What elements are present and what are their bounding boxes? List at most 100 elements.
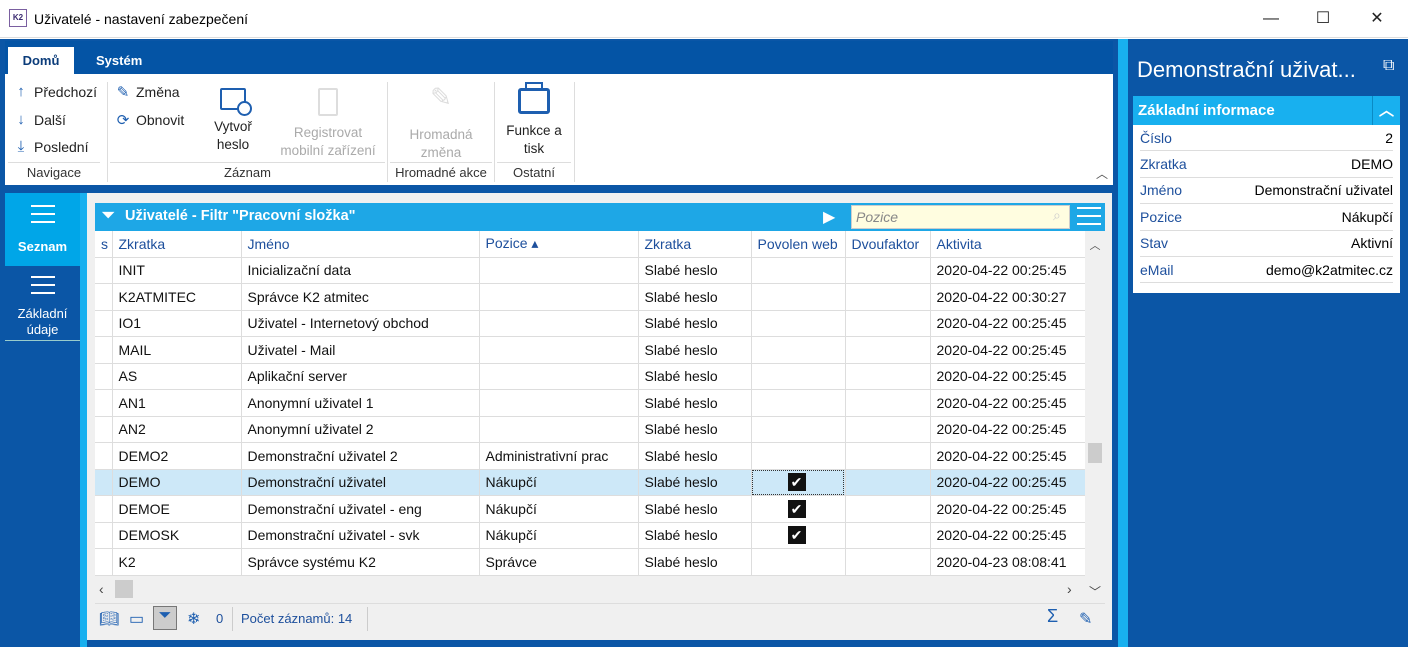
cell-web[interactable]: ✔ xyxy=(751,495,846,523)
field-value: Aktivní xyxy=(1350,235,1393,252)
edit-icon[interactable]: ✎ xyxy=(1079,611,1093,628)
column-header[interactable]: Aktivita xyxy=(930,231,1086,258)
section-title: Základní informace xyxy=(1138,102,1275,119)
tab-system[interactable]: Systém xyxy=(96,53,143,68)
checkbox-checked-icon[interactable]: ✔ xyxy=(787,473,806,492)
checkbox-checked-icon[interactable]: ✔ xyxy=(787,526,806,545)
grid-menu-icon[interactable] xyxy=(1077,207,1101,225)
table-row[interactable]: IO1 Uživatel - Internetový obchod Slabé he… xyxy=(95,310,1086,337)
field-value: DEMO xyxy=(1351,156,1393,173)
next-button[interactable]: ↓ Další xyxy=(14,111,66,128)
functions-print-button[interactable]: Funkce a tisk xyxy=(497,82,571,158)
cell-pw: Slabé heslo xyxy=(638,336,752,364)
cell-web[interactable] xyxy=(751,548,846,576)
ribbon xyxy=(5,74,1113,185)
cell-activity: 2020-04-22 00:25:45 xyxy=(930,495,1086,523)
tab-domu[interactable]: Domů xyxy=(8,47,74,75)
close-button[interactable]: ✕ xyxy=(1370,10,1384,27)
column-header[interactable]: Pozice ▴ xyxy=(479,231,639,258)
sum-icon[interactable]: Σ xyxy=(1047,606,1059,626)
book-icon[interactable]: 📖︎ xyxy=(99,611,120,628)
cell-2fa xyxy=(845,416,931,443)
bulk-change-button[interactable]: ✎ Hromadná změna xyxy=(390,84,492,162)
cell-name: Uživatel - Mail xyxy=(241,336,480,364)
cell-web[interactable] xyxy=(751,283,846,311)
column-header[interactable]: Zkratka xyxy=(112,231,242,258)
sidebar-item-zakladni-udaje[interactable]: Základní údaje xyxy=(5,268,80,341)
cell-web[interactable] xyxy=(751,442,846,470)
cell-web[interactable] xyxy=(751,336,846,364)
horizontal-scrollbar[interactable]: ‹ › xyxy=(95,578,1085,600)
cell-2fa xyxy=(845,522,931,549)
cell-activity: 2020-04-22 00:25:45 xyxy=(930,442,1086,470)
cell-web[interactable] xyxy=(751,363,846,390)
column-header[interactable]: s xyxy=(95,231,113,258)
table-row[interactable]: AS Aplikační server Slabé heslo 2020-04-22 … xyxy=(95,363,1086,390)
cell-web[interactable]: ✔ xyxy=(751,469,846,496)
register-mobile-button[interactable]: Registrovat mobilní zařízení xyxy=(272,88,384,160)
cell-s xyxy=(95,522,113,549)
table-row[interactable]: K2 Správce systému K2 Správce Slabé heslo 20… xyxy=(95,548,1086,576)
table-row[interactable]: DEMOE Demonstrační uživatel - eng Nákupčí S… xyxy=(95,495,1086,523)
cell-position xyxy=(479,257,639,284)
last-button[interactable]: ⤓ Poslední xyxy=(14,138,89,155)
cell-position xyxy=(479,389,639,417)
create-password-button[interactable]: Vytvoř heslo xyxy=(200,88,266,154)
table-row[interactable]: AN2 Anonymní uživatel 2 Slabé heslo 2020-04… xyxy=(95,416,1086,443)
open-external-icon[interactable]: ⧉ xyxy=(1383,57,1395,74)
table-row[interactable]: DEMO2 Demonstrační uživatel 2 Administrati… xyxy=(95,442,1086,470)
column-header[interactable]: Zkratka xyxy=(638,231,752,258)
cell-name: Demonstrační uživatel xyxy=(241,469,480,496)
cell-web[interactable] xyxy=(751,310,846,337)
filter-toggle-icon[interactable]: ⏷ xyxy=(153,606,177,630)
table-row[interactable]: INIT Inicializační data Slabé heslo 2020-04… xyxy=(95,257,1086,284)
cell-web[interactable]: ✔ xyxy=(751,522,846,549)
collapse-section-icon[interactable]: ︿ xyxy=(1372,96,1400,125)
checkbox-checked-icon[interactable]: ✔ xyxy=(787,499,806,518)
sidebar-item-seznam[interactable]: Seznam xyxy=(5,193,80,266)
column-header[interactable]: Jméno xyxy=(241,231,480,258)
refresh-button[interactable]: ⟳ Obnovit xyxy=(116,111,185,129)
snowflake-icon[interactable]: ❄ xyxy=(187,611,201,628)
filter-icon[interactable]: ⏷ xyxy=(101,205,116,225)
panel-splitter[interactable] xyxy=(1118,39,1128,647)
detail-fields: Číslo 2 Zkratka DEMO Jméno Demonstrační uživa… xyxy=(1133,125,1400,293)
cell-web[interactable] xyxy=(751,389,846,417)
group-hromadne-akce: Hromadné akce xyxy=(395,165,487,180)
scroll-down-icon[interactable]: ﹀ xyxy=(1089,585,1102,599)
field-value: Nákupčí xyxy=(1341,208,1393,225)
table-row[interactable]: MAIL Uživatel - Mail Slabé heslo 2020-04-22… xyxy=(95,336,1086,364)
minimize-button[interactable]: — xyxy=(1263,10,1279,27)
table-row[interactable]: K2ATMITEC Správce K2 atmitec Slabé heslo 20… xyxy=(95,283,1086,311)
cell-code: DEMOSK xyxy=(112,522,242,549)
vertical-scrollbar[interactable]: ︿ ﹀ xyxy=(1085,231,1105,600)
archive-icon[interactable]: ▭ xyxy=(129,611,145,628)
scroll-up-icon[interactable]: ︿ xyxy=(1089,240,1101,252)
column-header[interactable]: Dvoufaktor xyxy=(845,231,931,258)
cell-code: AN1 xyxy=(112,389,242,417)
refresh-icon: ⟳ xyxy=(116,112,130,129)
cell-pw: Slabé heslo xyxy=(638,310,752,337)
table-row[interactable]: DEMOSK Demonstrační uživatel - svk Nákupčí… xyxy=(95,522,1086,549)
play-menu-icon[interactable]: ▶ xyxy=(823,209,836,226)
next-label: Další xyxy=(34,111,66,128)
table-row[interactable]: AN1 Anonymní uživatel 1 Slabé heslo 2020-04… xyxy=(95,389,1086,417)
hscroll-thumb[interactable] xyxy=(115,580,133,598)
column-header[interactable]: Povolen web xyxy=(751,231,846,258)
change-button[interactable]: ✎ Změna xyxy=(116,83,180,101)
scroll-right-icon[interactable]: › xyxy=(1067,581,1072,597)
search-input[interactable]: Pozice xyxy=(851,205,1070,229)
cell-position: Nákupčí xyxy=(479,469,639,496)
cell-web[interactable] xyxy=(751,257,846,284)
cell-s xyxy=(95,257,113,284)
maximize-button[interactable]: ☐ xyxy=(1315,10,1331,27)
section-header[interactable]: Základní informace ︿ xyxy=(1133,96,1400,125)
field-value: demo@k2atmitec.cz xyxy=(1265,261,1393,278)
scroll-left-icon[interactable]: ‹ xyxy=(99,581,104,597)
scroll-thumb[interactable] xyxy=(1088,443,1102,463)
cell-web[interactable] xyxy=(751,416,846,443)
collapse-ribbon-icon[interactable]: ︿ xyxy=(1096,167,1109,181)
table-row[interactable]: DEMO Demonstrační uživatel Nákupčí Slabé he… xyxy=(95,469,1086,496)
previous-button[interactable]: ↑ Předchozí xyxy=(14,83,97,100)
cell-s xyxy=(95,363,113,390)
